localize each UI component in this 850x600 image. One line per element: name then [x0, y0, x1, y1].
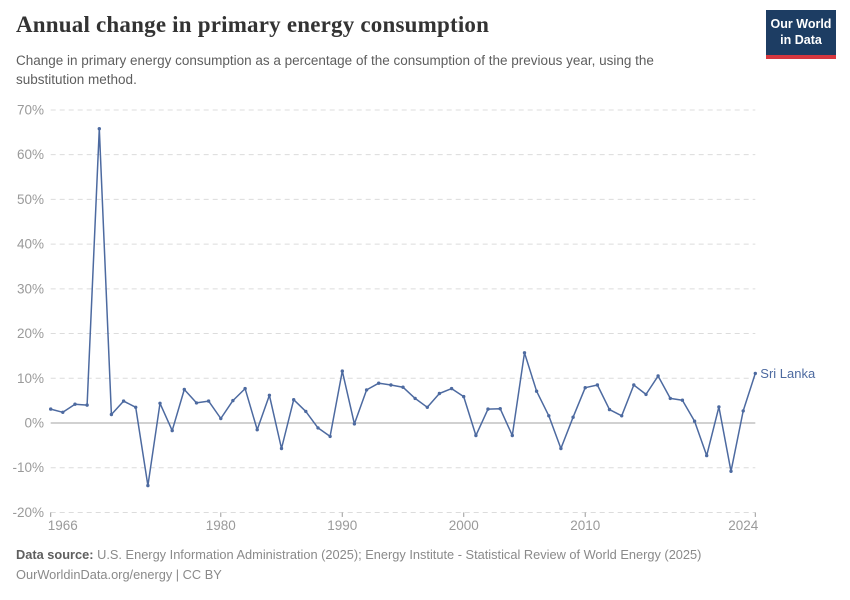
- data-point[interactable]: [692, 419, 697, 423]
- series-line[interactable]: [49, 127, 757, 487]
- data-point[interactable]: [486, 407, 490, 411]
- data-point[interactable]: [243, 386, 247, 391]
- y-axis-tick-label: 70%: [17, 102, 44, 117]
- x-axis-tick-label: 1966: [48, 518, 78, 533]
- data-point[interactable]: [437, 391, 442, 396]
- data-point[interactable]: [583, 386, 587, 390]
- data-point[interactable]: [109, 412, 114, 417]
- y-axis-tick-label: -10%: [12, 460, 44, 475]
- data-point[interactable]: [462, 394, 466, 399]
- data-point[interactable]: [85, 403, 89, 407]
- data-point[interactable]: [292, 398, 296, 402]
- data-point[interactable]: [158, 401, 162, 405]
- data-point[interactable]: [206, 399, 211, 403]
- x-axis-tick-label: 2024: [728, 518, 759, 533]
- data-point[interactable]: [97, 127, 102, 131]
- y-axis-tick-label: 50%: [17, 192, 44, 207]
- data-point[interactable]: [534, 389, 539, 393]
- chart-footer: Data source: U.S. Energy Information Adm…: [16, 545, 701, 585]
- owid-logo[interactable]: Our World in Data: [766, 10, 836, 59]
- y-axis-tick-label: 10%: [17, 371, 44, 386]
- data-point[interactable]: [449, 386, 454, 391]
- data-point[interactable]: [170, 428, 174, 433]
- x-axis-tick-label: 2010: [570, 518, 600, 533]
- data-point[interactable]: [121, 399, 126, 403]
- y-axis-tick-label: 40%: [17, 237, 44, 252]
- data-source-label: Data source:: [16, 547, 94, 562]
- data-point[interactable]: [182, 387, 186, 392]
- x-axis-tick-label: 2000: [449, 518, 479, 533]
- data-point[interactable]: [474, 433, 478, 438]
- data-point[interactable]: [498, 407, 502, 411]
- data-point[interactable]: [134, 405, 138, 409]
- x-axis-tick-label: 1990: [327, 518, 357, 533]
- y-axis-tick-label: 30%: [17, 281, 44, 296]
- y-axis-tick-label: 0%: [24, 416, 44, 431]
- y-axis-tick-label: 60%: [17, 147, 44, 162]
- data-point[interactable]: [522, 351, 527, 355]
- data-point[interactable]: [741, 409, 745, 413]
- data-point[interactable]: [571, 415, 575, 419]
- data-point[interactable]: [389, 383, 393, 387]
- data-point[interactable]: [632, 383, 636, 387]
- data-point[interactable]: [753, 371, 757, 376]
- data-point[interactable]: [717, 405, 721, 409]
- data-source-text: U.S. Energy Information Administration (…: [97, 547, 702, 562]
- data-point[interactable]: [231, 398, 235, 403]
- x-axis-tick-label: 1980: [206, 518, 236, 533]
- data-point[interactable]: [547, 414, 551, 418]
- y-axis-tick-label: 20%: [17, 326, 44, 341]
- owid-logo-line2: in Data: [780, 33, 822, 48]
- data-point[interactable]: [279, 446, 284, 451]
- data-point[interactable]: [364, 388, 369, 392]
- data-source-line: Data source: U.S. Energy Information Adm…: [16, 545, 701, 565]
- data-point[interactable]: [255, 428, 259, 432]
- data-point[interactable]: [595, 383, 600, 387]
- data-point[interactable]: [607, 407, 612, 412]
- data-point[interactable]: [267, 393, 272, 397]
- data-point[interactable]: [401, 385, 405, 389]
- data-point[interactable]: [146, 483, 150, 488]
- data-point[interactable]: [328, 434, 332, 439]
- data-point[interactable]: [219, 416, 223, 421]
- data-point[interactable]: [340, 369, 344, 373]
- data-point[interactable]: [73, 402, 77, 406]
- series-end-label: Sri Lanka: [760, 366, 816, 381]
- data-point[interactable]: [729, 469, 733, 473]
- data-point[interactable]: [425, 405, 429, 409]
- data-point[interactable]: [559, 446, 563, 451]
- data-point[interactable]: [194, 401, 199, 405]
- data-point[interactable]: [316, 426, 320, 430]
- data-point[interactable]: [61, 410, 65, 414]
- owid-logo-line1: Our World: [770, 17, 832, 31]
- data-point[interactable]: [413, 396, 417, 401]
- chart-subtitle: Change in primary energy consumption as …: [16, 53, 654, 87]
- data-point[interactable]: [668, 396, 672, 401]
- citation-line[interactable]: OurWorldinData.org/energy | CC BY: [16, 567, 222, 582]
- data-point[interactable]: [352, 422, 357, 426]
- data-point[interactable]: [620, 414, 624, 418]
- y-axis-tick-label: -20%: [12, 505, 44, 520]
- data-point[interactable]: [680, 398, 685, 402]
- data-point[interactable]: [510, 433, 514, 438]
- chart-title: Annual change in primary energy consumpt…: [16, 12, 490, 37]
- data-point[interactable]: [705, 453, 709, 458]
- data-point[interactable]: [644, 392, 648, 397]
- data-point[interactable]: [656, 374, 660, 378]
- data-point[interactable]: [49, 407, 53, 411]
- data-point[interactable]: [377, 381, 381, 385]
- data-point[interactable]: [304, 409, 308, 414]
